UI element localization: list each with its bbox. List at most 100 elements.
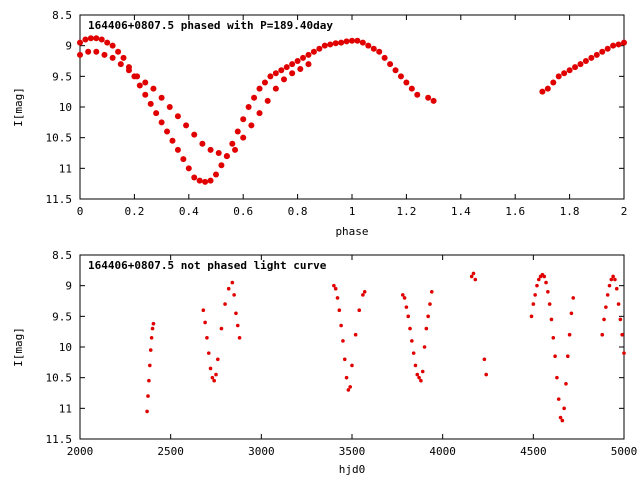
data-point bbox=[381, 54, 388, 61]
data-point bbox=[332, 40, 339, 47]
y-tick-label: 10.5 bbox=[46, 372, 73, 385]
data-point bbox=[327, 41, 334, 48]
data-point bbox=[316, 45, 323, 52]
data-point bbox=[535, 283, 539, 288]
data-point bbox=[404, 305, 409, 309]
y-tick-label: 10 bbox=[59, 101, 72, 114]
data-point bbox=[212, 378, 216, 383]
data-point bbox=[93, 48, 100, 55]
data-point bbox=[593, 51, 600, 58]
data-point bbox=[539, 88, 546, 95]
y-tick-label: 9 bbox=[65, 40, 72, 53]
data-point bbox=[422, 345, 427, 349]
data-point bbox=[425, 94, 432, 101]
data-point bbox=[245, 104, 252, 110]
data-point bbox=[604, 305, 608, 309]
data-point bbox=[185, 165, 192, 172]
data-point bbox=[605, 293, 610, 297]
x-tick-label: 1.6 bbox=[505, 205, 525, 218]
bottom-plot-title: 164406+0807.5 not phased light curve bbox=[88, 259, 327, 272]
data-point bbox=[408, 85, 415, 92]
data-point bbox=[283, 64, 290, 71]
data-point bbox=[202, 178, 209, 185]
data-point bbox=[602, 317, 606, 322]
bottom-plot-frame bbox=[79, 254, 625, 440]
x-tick-label: 2500 bbox=[157, 445, 184, 458]
data-point bbox=[240, 134, 247, 141]
data-point bbox=[235, 323, 240, 328]
data-point bbox=[542, 274, 547, 279]
data-point bbox=[196, 177, 203, 184]
data-point bbox=[289, 70, 296, 77]
data-point bbox=[370, 45, 377, 52]
data-point bbox=[305, 61, 312, 68]
data-point bbox=[261, 79, 268, 86]
data-point bbox=[403, 79, 410, 86]
y-tick-label: 11 bbox=[59, 402, 72, 415]
data-point bbox=[98, 36, 105, 43]
data-point bbox=[429, 290, 434, 294]
data-point bbox=[561, 70, 568, 77]
data-point bbox=[232, 293, 236, 297]
data-point bbox=[342, 357, 347, 362]
data-point bbox=[134, 73, 141, 80]
data-point bbox=[611, 274, 615, 279]
data-point bbox=[234, 311, 238, 316]
data-point bbox=[614, 286, 619, 291]
data-point bbox=[621, 39, 627, 46]
x-tick-label: 3000 bbox=[248, 445, 275, 458]
data-point bbox=[206, 351, 211, 355]
data-point bbox=[556, 397, 561, 401]
bottom-x-axis-title: hjd0 bbox=[339, 463, 366, 476]
data-point bbox=[571, 296, 576, 300]
data-point bbox=[362, 290, 367, 294]
data-point bbox=[264, 97, 271, 104]
data-point bbox=[413, 363, 418, 368]
x-tick-label: 5000 bbox=[611, 445, 638, 458]
data-point bbox=[151, 321, 156, 326]
data-point bbox=[610, 42, 617, 49]
bottom-y-axis-title: I[mag] bbox=[12, 327, 25, 367]
data-point bbox=[117, 61, 124, 68]
data-point bbox=[588, 54, 595, 61]
data-point bbox=[148, 363, 152, 368]
data-point bbox=[620, 332, 624, 337]
data-point bbox=[335, 296, 340, 300]
data-point bbox=[237, 336, 242, 340]
x-tick-label: 1 bbox=[349, 205, 356, 218]
data-point bbox=[256, 110, 263, 117]
y-tick-label: 9 bbox=[65, 280, 72, 293]
data-point bbox=[562, 406, 566, 411]
data-point bbox=[376, 48, 383, 55]
top-y-axis: 8.5 9 9.5 10 10.5 11 11.5 bbox=[46, 9, 624, 206]
data-point bbox=[219, 326, 224, 331]
data-point bbox=[101, 51, 108, 58]
data-point bbox=[565, 354, 570, 359]
x-tick-label: 1.8 bbox=[560, 205, 580, 218]
data-point bbox=[310, 48, 317, 55]
data-point bbox=[85, 48, 92, 55]
data-point bbox=[337, 308, 342, 313]
y-tick-label: 8.5 bbox=[52, 9, 72, 22]
data-point bbox=[615, 41, 622, 48]
data-point bbox=[582, 58, 589, 64]
data-point bbox=[232, 146, 239, 153]
y-tick-label: 9.5 bbox=[52, 310, 72, 323]
data-point bbox=[550, 79, 557, 86]
data-point bbox=[93, 35, 100, 42]
data-point bbox=[164, 128, 171, 135]
data-point bbox=[223, 302, 227, 306]
x-tick-label: 1.2 bbox=[396, 205, 416, 218]
data-point bbox=[214, 372, 218, 377]
data-point bbox=[142, 91, 149, 98]
data-point bbox=[547, 302, 552, 306]
y-tick-label: 10.5 bbox=[46, 132, 73, 145]
data-point bbox=[471, 271, 476, 276]
data-point bbox=[109, 54, 116, 61]
data-point bbox=[153, 110, 160, 117]
data-point bbox=[289, 61, 296, 68]
y-tick-label: 11 bbox=[59, 162, 72, 175]
data-point bbox=[148, 348, 153, 352]
data-point bbox=[482, 357, 487, 362]
y-tick-label: 10 bbox=[59, 341, 72, 354]
